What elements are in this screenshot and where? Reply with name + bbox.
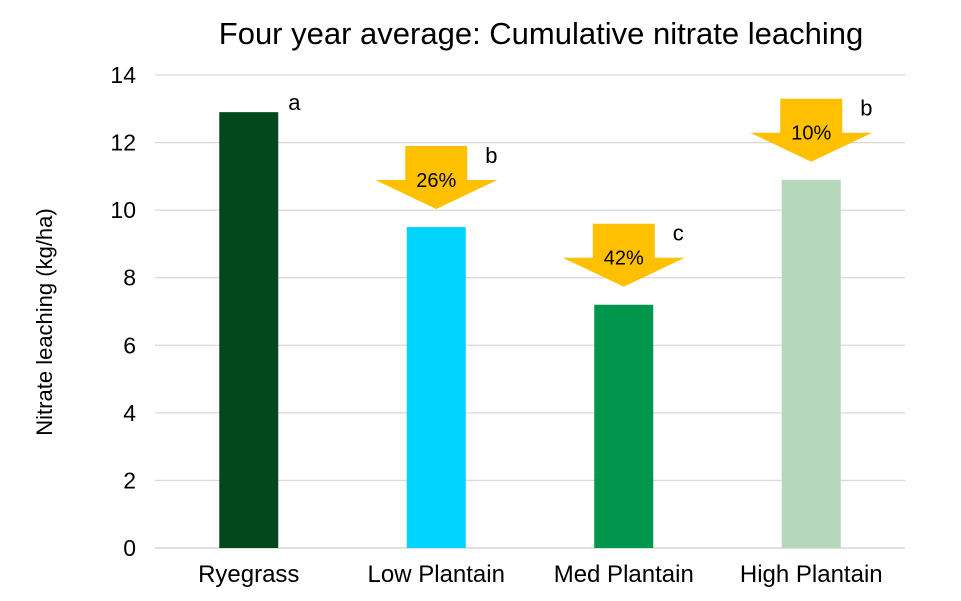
y-tick-label: 8	[123, 265, 136, 291]
down-arrow-icon	[375, 146, 498, 210]
y-tick-label: 6	[123, 332, 136, 358]
y-tick-label: 0	[123, 535, 136, 561]
significance-letter: a	[288, 90, 301, 115]
significance-letter: c	[673, 221, 684, 246]
x-category-label: High Plantain	[740, 561, 883, 588]
chart-title: Four year average: Cumulative nitrate le…	[219, 16, 863, 51]
reduction-label: 26%	[416, 170, 456, 192]
x-category-label: Med Plantain	[554, 561, 694, 588]
down-arrow-icon	[750, 98, 873, 162]
reduction-arrows: a 26% b 42% c 10% b	[288, 90, 873, 287]
significance-letter: b	[860, 96, 872, 121]
x-axis-categories: Ryegrass Low Plantain Med Plantain High Pla…	[198, 561, 883, 588]
x-category-label: Low Plantain	[368, 561, 505, 588]
y-tick-label: 14	[110, 62, 136, 88]
bars	[219, 112, 841, 549]
bar	[406, 227, 466, 549]
y-tick-label: 2	[123, 467, 136, 493]
reduction-label: 42%	[604, 248, 644, 270]
y-axis-ticks: 0 2 4 6 8 10 12 14	[110, 62, 136, 561]
significance-letter: b	[485, 143, 497, 168]
y-tick-label: 4	[123, 400, 136, 426]
reduction-label: 10%	[791, 123, 831, 145]
y-tick-label: 12	[110, 130, 136, 156]
x-category-label: Ryegrass	[198, 561, 299, 588]
bar	[594, 304, 654, 548]
down-arrow-icon	[562, 223, 685, 287]
bar	[781, 179, 841, 548]
y-axis-label: Nitrate leaching (kg/ha)	[32, 208, 57, 435]
y-tick-label: 10	[110, 197, 136, 223]
bar	[219, 112, 279, 549]
